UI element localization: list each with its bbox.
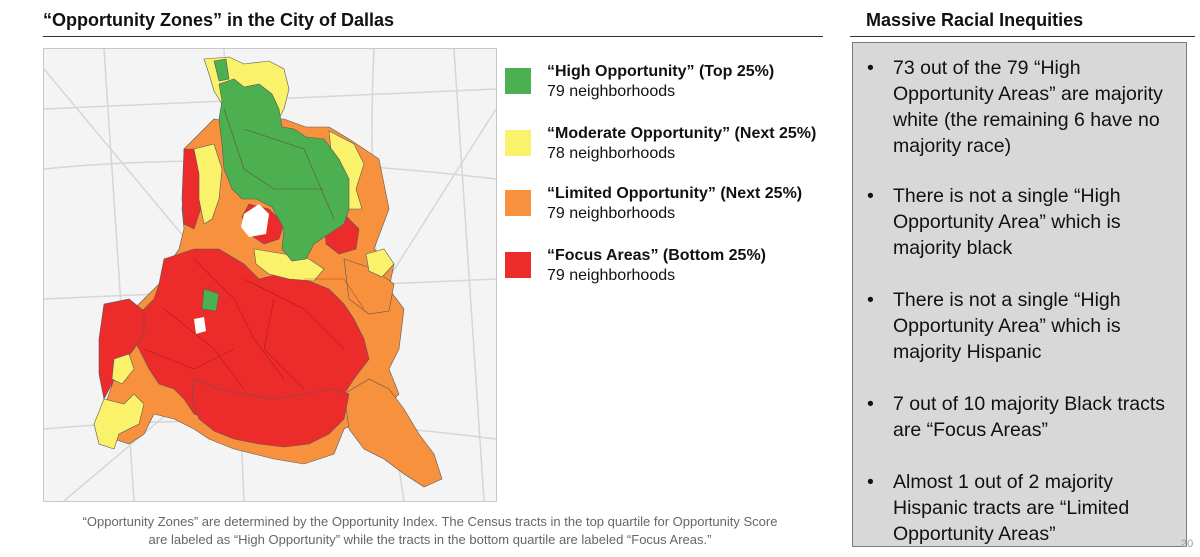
high-opportunity-zone: [218, 78, 350, 262]
legend-item-high: “High Opportunity” (Top 25%) 79 neighbor…: [505, 62, 850, 124]
page-number: 20: [1181, 538, 1194, 550]
bullet-text: There is not a single “High Opportunity …: [893, 289, 1121, 363]
legend-swatch-focus: [505, 252, 531, 278]
legend-label-moderate: “Moderate Opportunity” (Next 25%): [547, 125, 817, 142]
moderate-opportunity-zone-northeast: [365, 248, 395, 278]
moderate-opportunity-zone-southwest: [93, 393, 145, 450]
legend-count-moderate: 78 neighborhoods: [547, 145, 676, 162]
map-graphic: [44, 49, 496, 501]
bullet-icon: •: [867, 471, 874, 493]
moderate-opportunity-zone-west: [111, 353, 135, 385]
legend-label-limited: “Limited Opportunity” (Next 25%): [547, 185, 803, 202]
legend-swatch-high: [505, 68, 531, 94]
map-title: “Opportunity Zones” in the City of Dalla…: [43, 10, 395, 30]
bullet-icon: •: [867, 289, 874, 311]
limited-opportunity-zone-southeast: [343, 378, 443, 488]
map-footnote: “Opportunity Zones” are determined by th…: [20, 513, 840, 549]
bullet-icon: •: [867, 57, 874, 79]
tract-boundaries: [143, 108, 365, 390]
legend-count-limited: 79 neighborhoods: [547, 205, 676, 222]
legend-count-high: 79 neighborhoods: [547, 83, 676, 100]
legend-item-limited: “Limited Opportunity” (Next 25%) 79 neig…: [505, 184, 850, 246]
list-item: • There is not a single “High Opportunity…: [865, 287, 1176, 365]
legend-swatch-limited: [505, 190, 531, 216]
legend-item-moderate: “Moderate Opportunity” (Next 25%) 78 nei…: [505, 124, 850, 184]
footnote-line-2: are labeled as “High Opportunity” while …: [148, 532, 712, 547]
list-item: • 73 out of the 79 “High Opportunity Area…: [865, 55, 1176, 159]
bullet-icon: •: [867, 185, 874, 207]
inequities-list: • 73 out of the 79 “High Opportunity Area…: [853, 43, 1186, 547]
bullet-text: Almost 1 out of 2 majority Hispanic trac…: [893, 471, 1130, 545]
list-item: • There is not a single “High Opportunity…: [865, 183, 1176, 261]
dallas-opportunity-map: [43, 48, 497, 502]
title-underline: [43, 36, 823, 37]
legend-label-high: “High Opportunity” (Top 25%): [547, 63, 775, 80]
legend-item-focus: “Focus Areas” (Bottom 25%) 79 neighborho…: [505, 246, 850, 308]
bullet-text: 73 out of the 79 “High Opportunity Areas…: [893, 57, 1163, 157]
sidebar-title-underline: [850, 36, 1195, 37]
bullet-icon: •: [867, 393, 874, 415]
lake-southwest: [194, 317, 206, 334]
high-opportunity-zone-north: [213, 58, 230, 82]
map-legend: “High Opportunity” (Top 25%) 79 neighbor…: [505, 62, 850, 308]
list-item: • Almost 1 out of 2 majority Hispanic tra…: [865, 469, 1176, 547]
moderate-opportunity-zone-northwest: [193, 143, 223, 225]
legend-label-focus: “Focus Areas” (Bottom 25%): [547, 247, 766, 264]
bullet-text: 7 out of 10 majority Black tracts are “F…: [893, 393, 1166, 441]
focus-area-zone-southeast: [191, 378, 350, 448]
footnote-line-1: “Opportunity Zones” are determined by th…: [82, 514, 778, 529]
sidebar-title: Massive Racial Inequities: [866, 10, 1084, 30]
bullet-text: There is not a single “High Opportunity …: [893, 185, 1121, 259]
lake-white-rock: [241, 204, 269, 237]
legend-swatch-moderate: [505, 130, 531, 156]
legend-count-focus: 79 neighborhoods: [547, 267, 676, 284]
high-opportunity-zone-west: [201, 288, 220, 312]
inequities-panel: • 73 out of the 79 “High Opportunity Area…: [852, 42, 1187, 547]
list-item: • 7 out of 10 majority Black tracts are “…: [865, 391, 1176, 443]
